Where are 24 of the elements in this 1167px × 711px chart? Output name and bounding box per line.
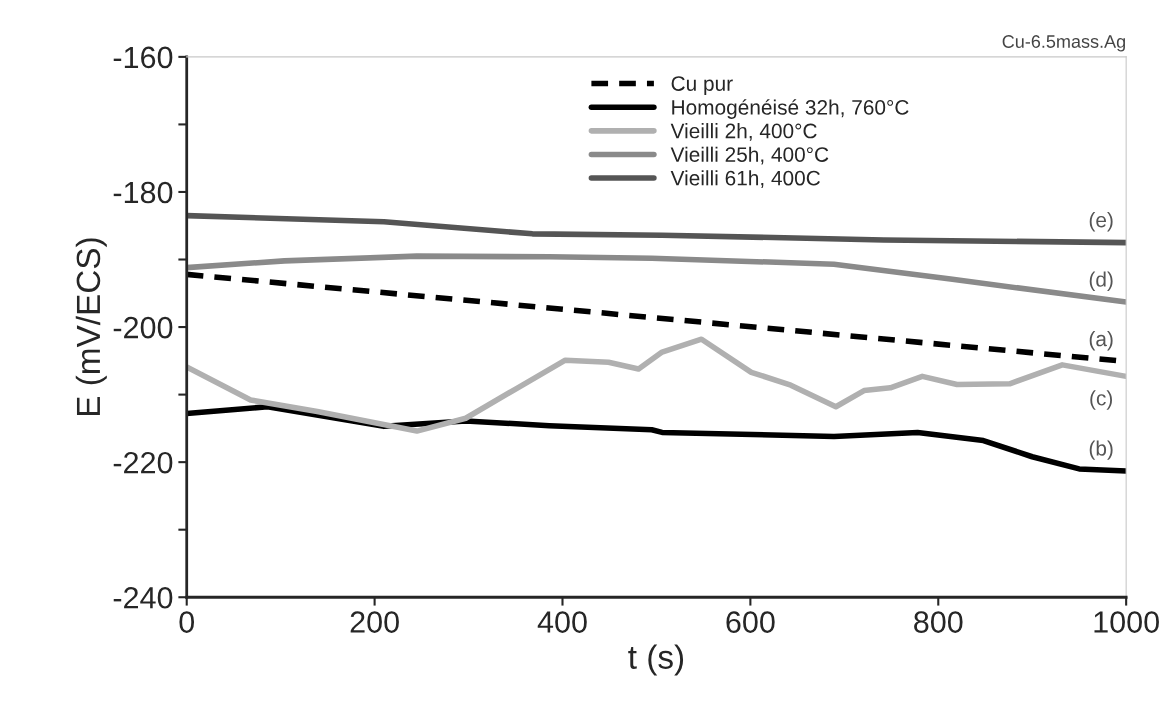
x-tick-label: 1000 [1094,611,1159,633]
chart-subtitle: Cu-6.5mass.Ag [1002,35,1125,52]
annotation: (a) [1089,330,1113,351]
x-axis-title: t (s) [628,644,684,676]
legend-label: Vieilli 25h, 400°C [670,146,829,165]
legend-label: Vieilli 2h, 400°C [670,123,817,141]
y-tick-label: -180 [113,181,173,204]
x-tick-label: 0 [179,611,195,633]
legend-label: Cu pur [671,76,733,96]
x-tick-label: 200 [350,611,399,633]
annotation: (b) [1089,440,1113,460]
y-tick-label: -220 [113,451,173,474]
x-tick-label: 800 [914,611,963,633]
legend-label: Vieilli 61h, 400C [670,170,820,188]
x-tick-label: 400 [537,611,587,633]
x-tick-label: 600 [726,611,775,633]
legend-label: Homogénéisé 32h, 760°C [672,99,909,119]
y-tick-label: -240 [113,586,173,609]
y-axis-title: E (mV/ECS) [75,238,107,416]
annotation: (d) [1089,271,1113,291]
y-tick-label: -160 [113,46,173,69]
annotation: (c) [1090,390,1113,410]
annotation: (e) [1089,212,1113,232]
y-tick-label: -200 [113,316,173,339]
